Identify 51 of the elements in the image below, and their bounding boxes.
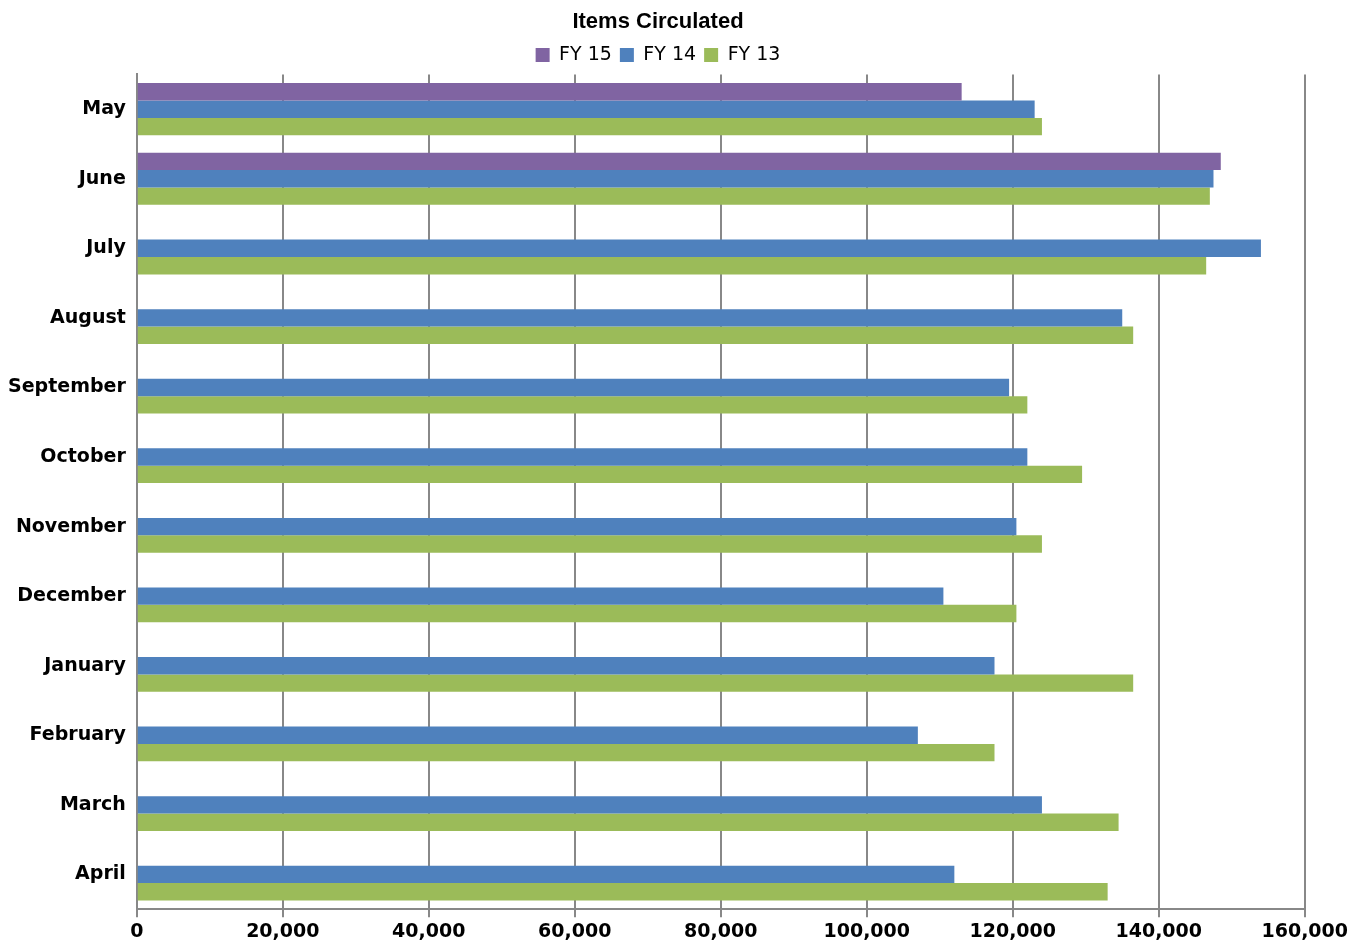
bar [137,813,1119,831]
x-tick-label: 80,000 [684,918,758,941]
bar [137,187,1210,205]
bar [137,170,1214,188]
chart-title: Items Circulated [572,8,744,34]
y-tick-label: January [42,652,127,675]
bar [137,796,1042,814]
y-tick-label: April [75,861,126,884]
bar [137,326,1134,344]
x-tick-label: 60,000 [538,918,612,941]
bar [137,535,1042,553]
x-tick-label: 20,000 [246,918,320,941]
legend-label: FY 13 [727,41,781,64]
y-tick-label: July [84,235,127,258]
bar [137,117,1042,136]
bar [137,865,955,884]
bar [137,152,1221,171]
bar [137,448,1028,466]
bar [137,257,1207,275]
bar [137,83,962,101]
x-tick-label: 120,000 [969,918,1057,941]
x-tick-label: 40,000 [392,918,466,941]
y-tick-label: August [50,304,126,327]
bar [137,239,1261,258]
y-tick-label: June [76,165,126,188]
y-tick-label: March [59,791,126,814]
bar [137,587,944,605]
bar [137,378,1010,397]
bar [137,465,1083,484]
y-tick-label: February [29,722,127,745]
y-tick-label: December [17,583,127,606]
bar [137,674,1134,692]
bar [137,100,1035,118]
bar [137,743,995,762]
x-tick-label: 0 [130,918,144,941]
y-tick-label: May [82,96,127,119]
bar [137,517,1017,536]
y-tick-label: October [40,443,127,466]
y-tick-label: November [15,513,127,536]
x-tick-label: 140,000 [1115,918,1203,941]
legend-label: FY 14 [643,41,697,64]
bar [137,396,1028,414]
y-tick-label: September [8,374,127,397]
bar [137,309,1123,327]
x-tick-label: 100,000 [823,918,911,941]
bar [137,883,1108,901]
x-tick-label: 160,000 [1261,918,1348,941]
bar [137,726,918,744]
bar [137,604,1017,623]
legend-label: FY 15 [559,41,612,64]
bar [137,657,995,675]
